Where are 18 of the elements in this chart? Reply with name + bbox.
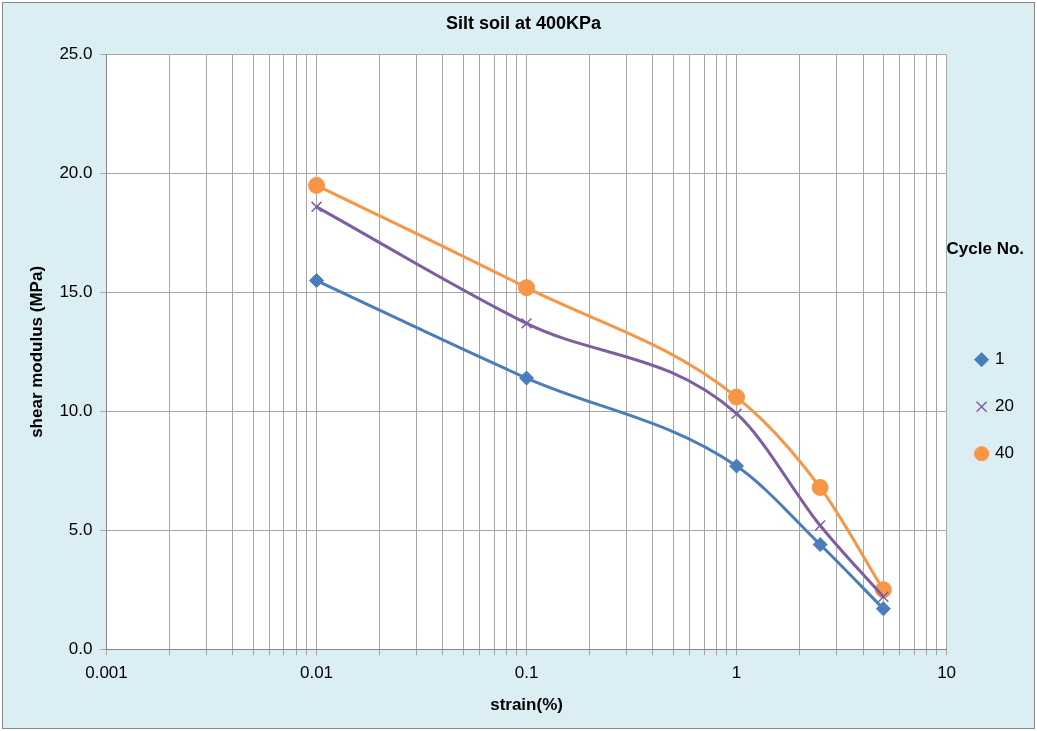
y-tick-label: 10.0	[59, 401, 93, 421]
y-tick-label: 15.0	[59, 282, 93, 302]
x-tick-label: 10	[937, 663, 957, 683]
y-tick-label: 0.0	[68, 638, 93, 658]
legend-title: Cycle No.	[946, 238, 1025, 258]
x-tick-label: 0.01	[299, 663, 334, 683]
y-tick-label: 20.0	[59, 163, 93, 183]
x-axis-title: strain(%)	[490, 695, 563, 715]
legend-label: 20	[995, 396, 1015, 416]
chart-title: Silt soil at 400KPa	[445, 12, 603, 33]
y-tick-label: 5.0	[68, 519, 93, 539]
y-axis-title: shear modulus (MPa)	[26, 265, 46, 438]
legend-label: 40	[995, 443, 1015, 463]
legend-label: 1	[995, 349, 1005, 369]
x-tick-label: 0.1	[514, 663, 539, 683]
x-tick-label: 0.001	[85, 663, 128, 683]
y-tick-label: 25.0	[59, 44, 93, 64]
x-tick-label: 1	[731, 663, 742, 683]
